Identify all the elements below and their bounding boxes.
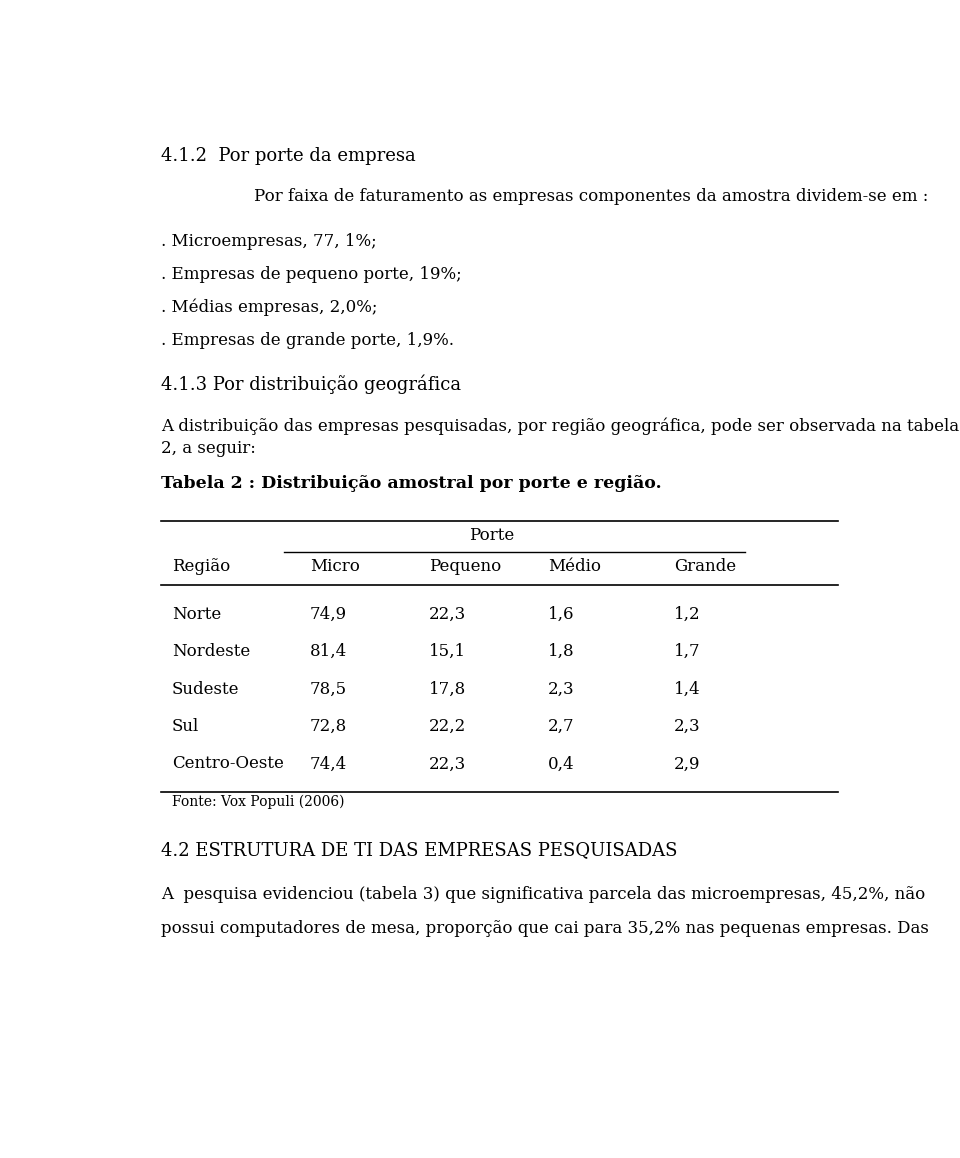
Text: possui computadores de mesa, proporção que cai para 35,2% nas pequenas empresas.: possui computadores de mesa, proporção q… [161,919,928,937]
Text: 74,9: 74,9 [310,606,347,623]
Text: 4.1.3 Por distribuição geográfica: 4.1.3 Por distribuição geográfica [161,375,461,395]
Text: 2,3: 2,3 [674,718,701,735]
Text: 1,7: 1,7 [674,643,701,660]
Text: 4.2 ESTRUTURA DE TI DAS EMPRESAS PESQUISADAS: 4.2 ESTRUTURA DE TI DAS EMPRESAS PESQUIS… [161,841,678,859]
Text: 2,9: 2,9 [674,755,701,772]
Text: 72,8: 72,8 [310,718,347,735]
Text: 2,7: 2,7 [548,718,574,735]
Text: Fonte: Vox Populi (2006): Fonte: Vox Populi (2006) [172,794,345,809]
Text: Região: Região [172,557,230,574]
Text: Porte: Porte [469,527,515,544]
Text: Tabela 2 : Distribuição amostral por porte e região.: Tabela 2 : Distribuição amostral por por… [161,476,661,492]
Text: 1,6: 1,6 [548,606,574,623]
Text: 1,8: 1,8 [548,643,574,660]
Text: A  pesquisa evidenciou (tabela 3) que significativa parcela das microempresas, 4: A pesquisa evidenciou (tabela 3) que sig… [161,886,925,902]
Text: 17,8: 17,8 [429,681,466,697]
Text: 4.1.2  Por porte da empresa: 4.1.2 Por porte da empresa [161,147,416,166]
Text: A distribuição das empresas pesquisadas, por região geográfica, pode ser observa: A distribuição das empresas pesquisadas,… [161,417,959,434]
Text: . Empresas de pequeno porte, 19%;: . Empresas de pequeno porte, 19%; [161,266,462,283]
Text: 15,1: 15,1 [429,643,466,660]
Text: 78,5: 78,5 [310,681,347,697]
Text: Sudeste: Sudeste [172,681,240,697]
Text: Sul: Sul [172,718,200,735]
Text: Centro-Oeste: Centro-Oeste [172,755,284,772]
Text: 1,4: 1,4 [674,681,701,697]
Text: Médio: Médio [548,557,601,574]
Text: Pequeno: Pequeno [429,557,501,574]
Text: 81,4: 81,4 [310,643,347,660]
Text: 1,2: 1,2 [674,606,701,623]
Text: . Médias empresas, 2,0%;: . Médias empresas, 2,0%; [161,299,377,316]
Text: Grande: Grande [674,557,736,574]
Text: 2, a seguir:: 2, a seguir: [161,440,255,456]
Text: . Microempresas, 77, 1%;: . Microempresas, 77, 1%; [161,233,376,250]
Text: . Empresas de grande porte, 1,9%.: . Empresas de grande porte, 1,9%. [161,332,454,349]
Text: 22,2: 22,2 [429,718,466,735]
Text: Micro: Micro [310,557,360,574]
Text: 74,4: 74,4 [310,755,347,772]
Text: 2,3: 2,3 [548,681,574,697]
Text: Norte: Norte [172,606,222,623]
Text: Nordeste: Nordeste [172,643,251,660]
Text: 22,3: 22,3 [429,755,466,772]
Text: 22,3: 22,3 [429,606,466,623]
Text: Por faixa de faturamento as empresas componentes da amostra dividem-se em :: Por faixa de faturamento as empresas com… [253,189,928,205]
Text: 0,4: 0,4 [548,755,574,772]
